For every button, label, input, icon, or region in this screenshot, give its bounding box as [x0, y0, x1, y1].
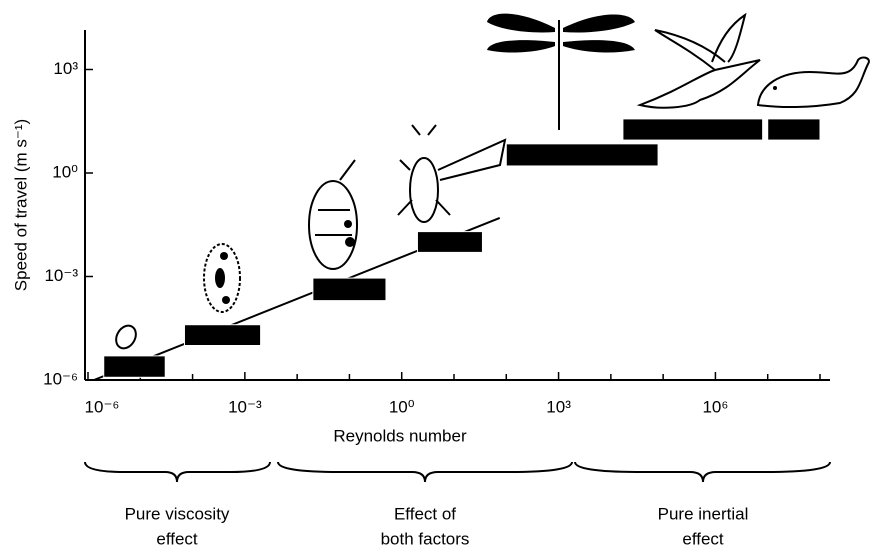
illustrations [112, 14, 869, 352]
microbe [112, 322, 140, 352]
bar [104, 356, 165, 377]
y-tick-label: 10⁻⁶ [43, 369, 78, 388]
x-tick-label: 10³ [546, 397, 571, 416]
bar [623, 119, 763, 140]
y-tick-label: 10⁻³ [44, 266, 78, 285]
region-label: both factors [381, 529, 470, 548]
y-tick-label: 10⁰ [52, 162, 78, 181]
bar [184, 325, 260, 346]
region-label: Effect of [394, 504, 456, 523]
bar [506, 144, 658, 166]
x-tick-label: 10⁰ [389, 397, 415, 416]
bar [313, 278, 386, 301]
dragonfly [487, 14, 635, 130]
y-axis-title: Speed of travel (m s⁻¹) [11, 119, 30, 291]
insect [398, 125, 505, 222]
beetle [309, 160, 357, 269]
region-braces [85, 462, 830, 482]
region-label: effect [156, 529, 198, 548]
region-label: effect [682, 529, 724, 548]
y-tick-label: 10³ [53, 59, 78, 78]
x-tick-label: 10⁶ [702, 397, 728, 416]
whale [758, 57, 869, 107]
paramecium [204, 244, 240, 312]
bar [768, 119, 820, 140]
region-label: Pure viscosity [125, 504, 230, 523]
x-axis-title: Reynolds number [333, 426, 467, 445]
x-tick-label: 10⁻⁶ [85, 397, 120, 416]
region-label: Pure inertial [658, 504, 749, 523]
x-tick-label: 10⁻³ [228, 397, 262, 416]
bird [640, 15, 760, 108]
bar [417, 232, 482, 253]
chart: Reynolds number Speed of travel (m s⁻¹) [0, 0, 875, 553]
